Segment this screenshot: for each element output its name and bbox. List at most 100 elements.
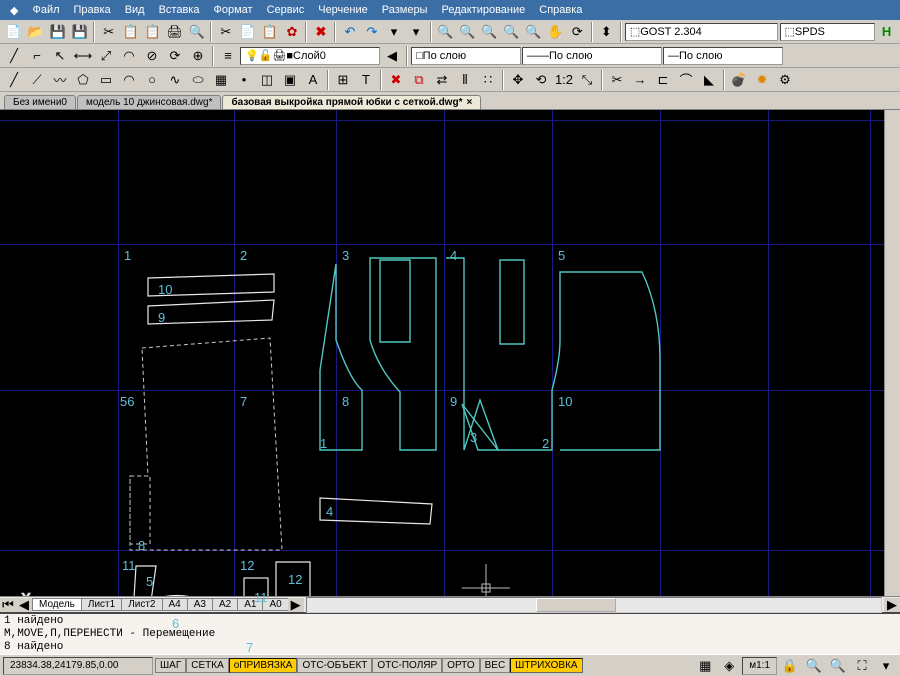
d-xline-icon[interactable]: ⟋	[26, 69, 48, 91]
status-max-icon[interactable]: ⛶	[851, 655, 873, 676]
array-icon[interactable]: ∷	[477, 69, 499, 91]
zoom-all-icon[interactable]: 🔍	[523, 21, 544, 43]
break-icon[interactable]: ⊏	[652, 69, 674, 91]
close-icon[interactable]: ×	[466, 97, 472, 108]
d-spline-icon[interactable]: ∿	[164, 69, 186, 91]
status-toggle-ОТС-ПОЛЯР[interactable]: ОТС-ПОЛЯР	[372, 658, 442, 673]
tab-doc-0[interactable]: Без имени0	[4, 95, 76, 109]
scale-icon[interactable]: 1:2	[553, 69, 575, 91]
dim4-icon[interactable]: ⊘	[141, 45, 163, 67]
drawing-canvas[interactable]: 1234510956789101234811125121167	[0, 110, 900, 596]
layout-tab-2[interactable]: Лист2	[121, 598, 162, 611]
move-icon[interactable]: ✥	[507, 69, 529, 91]
paste-icon[interactable]: 📋	[142, 21, 163, 43]
dim5-icon[interactable]: ⟳	[164, 45, 186, 67]
status-toggle-ОТС-ОБЪЕКТ[interactable]: ОТС-ОБЪЕКТ	[297, 658, 372, 673]
extend-icon[interactable]: →	[629, 69, 651, 91]
help-icon[interactable]: H	[876, 21, 897, 43]
preview-icon[interactable]: 🔍	[186, 21, 207, 43]
layer-select[interactable]: 💡🔓🖨■ Слой0	[240, 47, 380, 65]
d-block-icon[interactable]: ◫	[256, 69, 278, 91]
zoom-prev-icon[interactable]: 🔍	[479, 21, 500, 43]
stretch-icon[interactable]: ⤡	[576, 69, 598, 91]
regen-icon[interactable]: ⟳	[567, 21, 588, 43]
status-toggle-СЕТКА[interactable]: СЕТКА	[186, 658, 229, 673]
rotate-icon[interactable]: ⟲	[530, 69, 552, 91]
open-icon[interactable]: 📂	[25, 21, 46, 43]
new-icon[interactable]: 📄	[3, 21, 24, 43]
dim3-icon[interactable]: ◠	[118, 45, 140, 67]
zoom-ext-icon[interactable]: 🔍	[457, 21, 478, 43]
color-select[interactable]: □ По слою	[411, 47, 521, 65]
pan-icon[interactable]: ✋	[545, 21, 566, 43]
status-toggle-ОРТО[interactable]: ОРТО	[442, 658, 479, 673]
tab-prev-icon[interactable]: ◀	[16, 598, 32, 612]
delete-icon[interactable]: ✖	[310, 21, 331, 43]
line-icon[interactable]: ╱	[3, 45, 25, 67]
dim2-icon[interactable]: ⤢	[95, 45, 117, 67]
status-iso-icon[interactable]: ◈	[718, 655, 740, 676]
props-icon[interactable]: ✹	[751, 69, 773, 91]
status-toggle-ШТРИХОВКА[interactable]: ШТРИХОВКА	[510, 658, 582, 673]
tab-first-icon[interactable]: ⏮	[0, 598, 16, 612]
d-hatch-icon[interactable]: ▦	[210, 69, 232, 91]
erase-icon[interactable]: ✖	[385, 69, 407, 91]
status-toggle-ВЕС[interactable]: ВЕС	[480, 658, 511, 673]
d-rect-icon[interactable]: ▭	[95, 69, 117, 91]
style-select[interactable]: ⬚ SPDS	[780, 23, 876, 41]
menu-dimensions[interactable]: Размеры	[376, 2, 434, 18]
dim6-icon[interactable]: ⊕	[187, 45, 209, 67]
menu-format[interactable]: Формат	[207, 2, 258, 18]
dim1-icon[interactable]: ⟷	[72, 45, 94, 67]
tab-doc-1[interactable]: модель 10 джинсовая.dwg*	[77, 95, 222, 109]
undo-drop-icon[interactable]: ▾	[384, 21, 405, 43]
layer-prev-icon[interactable]: ◀	[381, 45, 403, 67]
chamfer-icon[interactable]: ◣	[698, 69, 720, 91]
table-icon[interactable]: ⊞	[332, 69, 354, 91]
menu-edit[interactable]: Правка	[68, 2, 117, 18]
d-ellipse-icon[interactable]: ⬭	[187, 69, 209, 91]
status-grid-icon[interactable]: ▦	[694, 655, 716, 676]
command-window[interactable]: 1 найдено M,MOVE,П,ПЕРЕНЕСТИ - Перемещен…	[0, 612, 900, 654]
status-scale[interactable]: м1:1	[742, 657, 777, 675]
copy-icon[interactable]: 📋	[120, 21, 141, 43]
cut2-icon[interactable]: ✂	[215, 21, 236, 43]
cut-icon[interactable]: ✂	[98, 21, 119, 43]
redo-icon[interactable]: ↷	[361, 21, 382, 43]
lweight-select[interactable]: — По слою	[663, 47, 783, 65]
trim-icon[interactable]: ✂	[606, 69, 628, 91]
menu-help[interactable]: Справка	[533, 2, 588, 18]
font-select[interactable]: ⬚ GOST 2.304	[625, 23, 778, 41]
layout-tab-a2[interactable]: A2	[212, 598, 238, 611]
status-zoom1-icon[interactable]: 🔍	[803, 655, 825, 676]
layout-tab-1[interactable]: Лист1	[81, 598, 122, 611]
d-point-icon[interactable]: •	[233, 69, 255, 91]
dim-icon[interactable]: ⬍	[596, 21, 617, 43]
status-toggle-оПРИВЯЗКА[interactable]: оПРИВЯЗКА	[229, 658, 298, 673]
d-arc-icon[interactable]: ◠	[118, 69, 140, 91]
d-pline-icon[interactable]: 〰	[49, 69, 71, 91]
scroll-thumb[interactable]	[536, 598, 616, 612]
status-zoom2-icon[interactable]: 🔍	[827, 655, 849, 676]
tab-next-icon[interactable]: ▶	[288, 598, 304, 612]
d-circle-icon[interactable]: ○	[141, 69, 163, 91]
mtext-icon[interactable]: T	[355, 69, 377, 91]
arrow-icon[interactable]: ↖	[49, 45, 71, 67]
paste2-icon[interactable]: 📋	[259, 21, 280, 43]
status-toggle-ШАГ[interactable]: ШАГ	[155, 658, 186, 673]
menu-drafting[interactable]: Черчение	[312, 2, 374, 18]
menu-file[interactable]: Файл	[26, 2, 65, 18]
tab-doc-2[interactable]: базовая выкройка прямой юбки с сеткой.dw…	[222, 95, 481, 109]
redo-drop-icon[interactable]: ▾	[406, 21, 427, 43]
menu-tools[interactable]: Сервис	[261, 2, 311, 18]
save-icon[interactable]: 💾	[47, 21, 68, 43]
undo-icon[interactable]: ↶	[339, 21, 360, 43]
fillet-icon[interactable]: ⌒	[675, 69, 697, 91]
ltype-select[interactable]: —— По слою	[522, 47, 662, 65]
mirror-icon[interactable]: ⇄	[431, 69, 453, 91]
layer-mgr-icon[interactable]: ≡	[217, 45, 239, 67]
print-icon[interactable]: 🖨	[164, 21, 185, 43]
d-line-icon[interactable]: ╱	[3, 69, 25, 91]
copy-obj-icon[interactable]: ⧉	[408, 69, 430, 91]
d-text-icon[interactable]: A	[302, 69, 324, 91]
